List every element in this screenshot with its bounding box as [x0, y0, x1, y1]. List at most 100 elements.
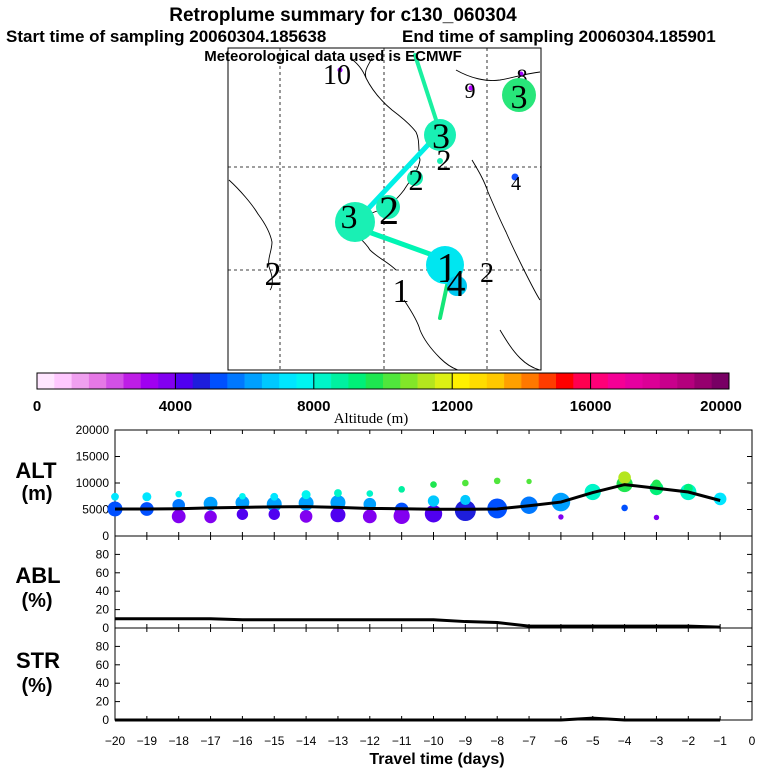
panel-unit: (m) [21, 483, 52, 505]
altitude-bubble [175, 490, 182, 498]
altitude-bubble [398, 486, 405, 493]
colorbar-title: Altitude (m) [334, 411, 409, 427]
plume-label: 8 [517, 64, 528, 89]
y-tick-label: 10000 [76, 476, 110, 490]
figure-title: Retroplume summary for c130_060304 [169, 5, 517, 26]
colorbar-swatch [452, 373, 470, 389]
plume-dot [468, 85, 474, 91]
panel-frame [114, 627, 753, 721]
y-tick-label: 40 [96, 584, 110, 598]
panel-frame [114, 535, 753, 629]
x-tick-label: −8 [490, 734, 504, 748]
altitude-bubble [236, 508, 249, 520]
colorbar-swatch [331, 373, 349, 389]
x-tick-label: −14 [296, 734, 317, 748]
x-tick-label: −12 [360, 734, 381, 748]
colorbar-swatch [504, 373, 522, 389]
x-tick-label: −18 [169, 734, 190, 748]
str-line [115, 716, 721, 722]
y-tick-label: 20000 [76, 423, 110, 437]
plume-label: 3 [432, 116, 450, 156]
plume-dot [424, 119, 456, 151]
colorbar-swatch [88, 373, 107, 389]
altitude-colorbar: 0 4000 8000 12000 16000 20000 [33, 372, 742, 415]
altitude-bubble [462, 479, 469, 487]
altitude-bubble [427, 495, 440, 507]
colorbar-swatch [417, 373, 436, 389]
altitude-bubble [362, 509, 377, 524]
y-tick-label: 0 [102, 529, 109, 543]
colorbar-swatch [123, 373, 142, 389]
panel-label: STR [16, 648, 60, 673]
panel-unit: (%) [21, 590, 52, 612]
panel-abl: 0 20 40 60 80 ABL(%) [15, 535, 753, 635]
colorbar-swatch [37, 373, 55, 389]
altitude-bubble [171, 509, 186, 524]
colorbar-swatch [486, 373, 505, 389]
x-tick-label: −20 [105, 734, 126, 748]
plume-label: 4 [447, 263, 466, 305]
colorbar-swatch [556, 373, 574, 389]
colorbar-tick-label: 4000 [159, 398, 192, 415]
colorbar-swatch [227, 373, 245, 389]
x-axis-title: Travel time (days) [369, 751, 504, 768]
y-tick-label: 80 [96, 547, 110, 561]
colorbar-swatch [573, 373, 591, 389]
plume-dot [502, 78, 536, 112]
colorbar-swatch [590, 373, 609, 389]
colorbar-swatch [54, 373, 72, 389]
colorbar-swatch [261, 373, 280, 389]
x-tick-label: −15 [264, 734, 285, 748]
plume-label: 2 [265, 256, 282, 293]
colorbar-swatch [158, 373, 176, 389]
colorbar-swatch [140, 373, 159, 389]
x-tick-label: −13 [328, 734, 349, 748]
panel-alt: 0 5000 10000 15000 20000 ALT(m) [15, 423, 753, 543]
x-tick-label: −17 [200, 734, 221, 748]
colorbar-frame [36, 372, 730, 390]
colorbar-tick-label: 8000 [297, 398, 330, 415]
altitude-bubble [270, 492, 279, 501]
map-gridlines [228, 48, 541, 370]
x-tick-label: −1 [713, 734, 727, 748]
colorbar-tick-label: 12000 [431, 398, 473, 415]
altitude-bubble [493, 477, 501, 485]
plume-label: 2 [437, 144, 452, 177]
x-tick-label: 0 [749, 734, 756, 748]
trajectory-segment [413, 53, 442, 134]
colorbar-swatch [694, 373, 712, 389]
plume-label: 3 [511, 79, 528, 116]
colorbar-tick-label: 20000 [700, 398, 742, 415]
plume-label: 2 [480, 258, 494, 289]
colorbar-swatch [175, 373, 193, 389]
abl-line [115, 617, 721, 629]
colorbar-swatch [210, 373, 228, 389]
colorbar-swatch [313, 373, 332, 389]
colorbar-swatch [469, 373, 488, 389]
x-tick-label: −11 [392, 734, 412, 748]
altitude-bubble [366, 490, 374, 497]
colorbar-swatch [677, 373, 695, 389]
timeseries-panels: 05000100001500020000ALT(m)020406080ABL(%… [15, 423, 755, 748]
altitude-bubble [526, 478, 532, 485]
colorbar-tick-label: 16000 [570, 398, 612, 415]
panel-label: ALT [15, 458, 57, 483]
x-tick-label: −10 [423, 734, 444, 748]
y-tick-label: 20 [96, 695, 110, 709]
plume-dot [407, 170, 423, 186]
plume-label: 2 [379, 188, 399, 233]
panel-unit: (%) [21, 675, 52, 697]
colorbar-swatch [642, 373, 661, 389]
altitude-bubble [618, 471, 631, 485]
colorbar-swatch [296, 373, 315, 389]
y-tick-label: 5000 [82, 503, 109, 517]
altitude-bubble [393, 507, 410, 524]
y-tick-label: 80 [96, 639, 110, 653]
x-tick-label: −19 [137, 734, 158, 748]
colorbar-swatch [659, 373, 678, 389]
altitude-bubble [430, 481, 437, 488]
plume-label: 3 [341, 199, 358, 236]
altitude-bubble [713, 492, 727, 506]
